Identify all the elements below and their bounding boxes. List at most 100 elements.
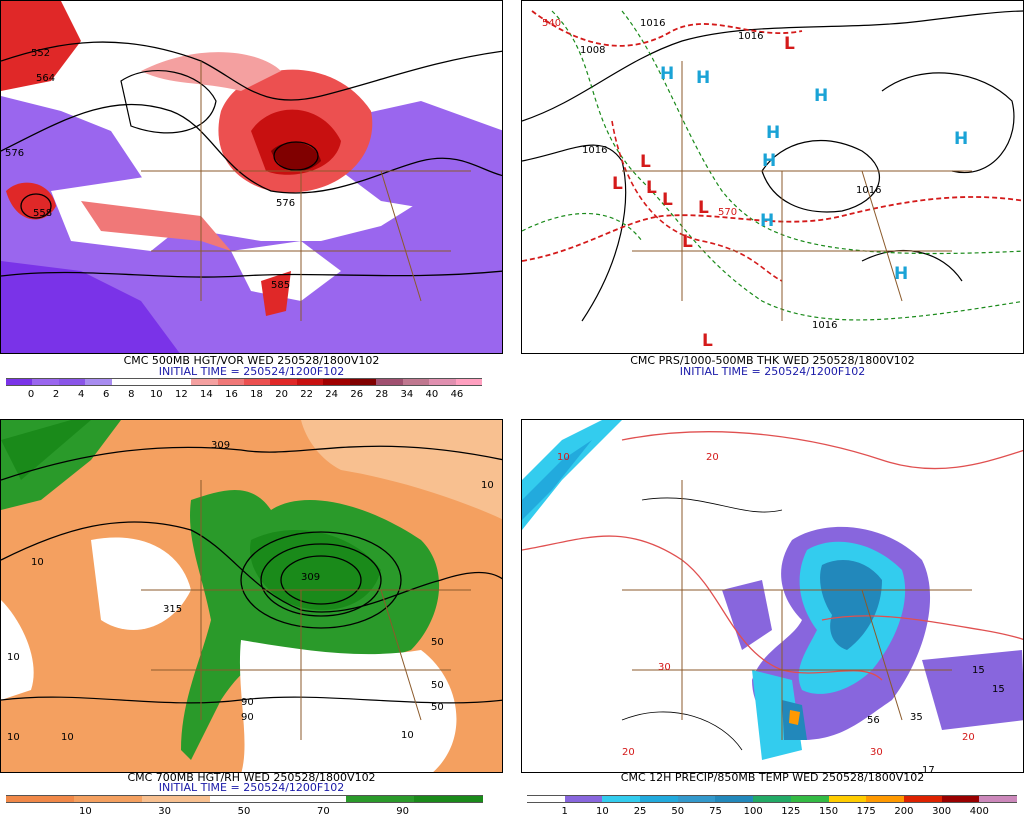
panel-title: CMC 700MB HGT/RH WED 250528/1800V102	[127, 771, 376, 784]
colorbar-tick-label: 24	[325, 389, 339, 400]
colorbar-rh: 10 30 50 70 90	[6, 795, 483, 817]
colorbar-swatch	[210, 795, 279, 803]
contour-label: 90	[241, 697, 254, 708]
colorbar-swatch	[677, 795, 716, 803]
colorbar-tick-label: 100	[743, 806, 763, 817]
colorbar-swatch	[323, 378, 351, 386]
colorbar-swatch	[715, 795, 754, 803]
colorbar-tick-label: 30	[158, 806, 172, 817]
contour-label: 1016	[640, 18, 665, 29]
panel-title: CMC 12H PRECIP/850MB TEMP WED 250528/180…	[620, 771, 925, 784]
high-pressure-center: H	[954, 129, 968, 149]
contour-label: 10	[401, 730, 414, 741]
contour-label: 17	[922, 765, 935, 773]
colorbar-tick-label: 2	[52, 389, 60, 400]
contour-label: 1008	[580, 45, 605, 56]
colorbar-tick-label: 50	[237, 806, 251, 817]
colorbar-swatch	[217, 378, 245, 386]
low-pressure-center: L	[698, 198, 709, 218]
colorbar-tick-label: 10	[78, 806, 92, 817]
contour-label: 10	[557, 452, 570, 463]
colorbar-swatch	[376, 378, 404, 386]
colorbar-tick-label: 14	[200, 389, 213, 400]
colorbar-tick-label: 50	[671, 806, 685, 817]
colorbar-swatch	[527, 795, 566, 803]
colorbar-swatch	[753, 795, 792, 803]
contour-label: 20	[622, 747, 635, 758]
colorbar-tick-label: 75	[709, 806, 722, 817]
contour-label: 576	[276, 198, 295, 209]
contour-label: 15	[972, 665, 985, 676]
colorbar-swatch	[640, 795, 679, 803]
contour-label: 10	[7, 652, 20, 663]
contour-label: 1016	[812, 320, 837, 331]
contour-label: 56	[867, 715, 880, 726]
colorbar-swatch	[244, 378, 271, 386]
contour-label: 35	[910, 712, 923, 723]
colorbar-tick-label: 28	[375, 389, 389, 400]
contour-label: 20	[962, 732, 975, 743]
panel-12h-precip-850mb-temp: 10 20 30 20 30 56 35 17 15 15 20 CMC 12H…	[521, 419, 1024, 819]
initial-time: INITIAL TIME = 250524/1200F102	[158, 781, 345, 794]
colorbar-tick-label: 20	[275, 389, 288, 400]
contour-label: 30	[658, 662, 671, 673]
high-pressure-center: H	[696, 68, 710, 88]
colorbar-swatch	[402, 378, 430, 386]
contour-label: 576	[5, 148, 24, 159]
contour-label: 50	[431, 680, 444, 691]
colorbar-tick-label: 12	[174, 389, 188, 400]
high-pressure-center: H	[762, 151, 776, 171]
colorbar-swatch	[564, 795, 603, 803]
colorbar-swatch	[602, 795, 641, 803]
colorbar-swatch	[979, 795, 1018, 803]
colorbar-tick-label: 70	[316, 806, 330, 817]
colorbar-swatch	[349, 378, 377, 386]
map-500mb: 552 564 576 576 558 585	[0, 0, 503, 354]
colorbar-swatch	[6, 378, 33, 386]
colorbar-swatch	[270, 378, 298, 386]
low-pressure-center: L	[640, 152, 651, 172]
contour-label: 10	[31, 557, 44, 568]
initial-time: INITIAL TIME = 250524/1200F102	[679, 365, 866, 378]
contour-label: 309	[301, 572, 320, 583]
colorbar-swatch	[866, 795, 905, 803]
colorbar-precip: 1 10 25 50 75 100 125 150 175 200 300 400	[527, 795, 1018, 817]
colorbar-swatch	[138, 378, 166, 386]
contour-label: 558	[33, 208, 52, 219]
colorbar-swatch	[278, 795, 347, 803]
contour-label: 1016	[856, 185, 881, 196]
colorbar-tick-label: 34	[400, 389, 414, 400]
colorbar-swatch	[941, 795, 980, 803]
contour-label: 50	[431, 637, 444, 648]
colorbar-swatch	[790, 795, 830, 803]
colorbar-tick-label: 125	[781, 806, 801, 817]
contour-label: 552	[31, 48, 50, 59]
contour-label: 1016	[582, 145, 607, 156]
contour-label: 90	[241, 712, 254, 723]
high-pressure-center: H	[814, 86, 828, 106]
low-pressure-center: L	[612, 174, 623, 194]
colorbar-tick-label: 10	[596, 806, 609, 817]
colorbar-tick-label: 8	[128, 389, 135, 400]
colorbar-swatch	[32, 378, 60, 386]
colorbar-tick-label: 300	[932, 806, 952, 817]
colorbar-tick-label: 16	[225, 389, 238, 400]
contour-label: 30	[870, 747, 883, 758]
high-pressure-center: H	[894, 264, 908, 284]
panel-700mb-hgt-rh: 309 10 10 10 10 50 50 90 90 309 315 50 1…	[0, 419, 503, 819]
colorbar-swatch	[142, 795, 211, 803]
map-precip: 10 20 30 20 30 56 35 17 15 15 20	[521, 419, 1024, 773]
colorbar-tick-label: 1	[561, 806, 568, 817]
contour-label: 315	[163, 604, 182, 615]
low-pressure-center: L	[702, 331, 713, 351]
high-pressure-center: H	[660, 64, 674, 84]
colorbar-tick-label: 400	[969, 806, 989, 817]
colorbar-swatch	[74, 795, 143, 803]
panel-prs-thk: 540 1016 1008 1016 1016 1016 1016 570 H …	[521, 0, 1024, 400]
contour-label: 540	[542, 18, 561, 29]
low-pressure-center: L	[682, 232, 693, 252]
panel-title: CMC PRS/1000-500MB THK WED 250528/1800V1…	[630, 354, 915, 367]
colorbar-tick-label: 6	[103, 389, 110, 400]
colorbar-swatch	[296, 378, 324, 386]
colorbar-tick-label: 18	[250, 389, 263, 400]
